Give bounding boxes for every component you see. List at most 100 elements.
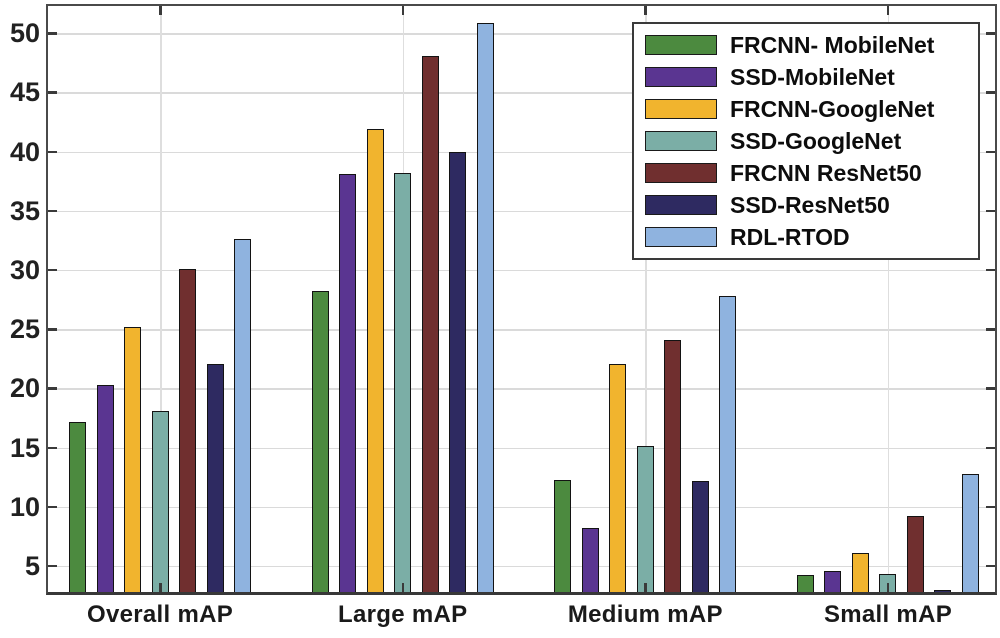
axis-tick-right-25: [986, 328, 995, 331]
gridline-horizontal-45: [48, 92, 995, 94]
gridline-horizontal-40: [48, 151, 995, 154]
bar: [934, 589, 952, 592]
legend-swatch: [645, 163, 717, 183]
axis-tick-left-45: [48, 91, 57, 94]
axis-tick-bottom-2: [401, 583, 405, 592]
axis-tick-right-30: [986, 268, 995, 272]
gridline-horizontal-50: [48, 33, 995, 35]
axis-tick-right-45: [986, 91, 995, 94]
legend-label: RDL-RTOD: [730, 223, 850, 250]
legend-swatch: [645, 99, 717, 119]
bar: [366, 129, 384, 592]
legend-item: FRCNN-GoogleNet: [645, 96, 972, 123]
axis-tick-right-15: [986, 446, 995, 450]
legend-item: SSD-ResNet50: [645, 192, 972, 219]
y-tick-label-50: 50: [9, 18, 40, 49]
axis-tick-right-40: [986, 150, 995, 154]
y-tick-label-40: 40: [9, 136, 40, 167]
y-tick-label-45: 45: [9, 77, 40, 108]
axis-tick-right-50: [986, 32, 995, 35]
axis-tick-right-20: [986, 387, 995, 390]
legend-swatch: [645, 67, 717, 87]
bar: [339, 174, 357, 592]
plot-area: FRCNN- MobileNet SSD-MobileNet FRCNN-Googl…: [46, 4, 997, 595]
bar: [961, 473, 979, 592]
axis-tick-bottom-1: [159, 583, 162, 592]
bar: [234, 239, 252, 592]
gridline-horizontal-5: [48, 565, 995, 568]
gridline-horizontal-20: [48, 388, 995, 390]
legend-label: FRCNN ResNet50: [730, 159, 922, 186]
axis-tick-top-3: [644, 6, 647, 15]
legend: FRCNN- MobileNet SSD-MobileNet FRCNN-Googl…: [632, 22, 980, 260]
gridline-vertical-4: [887, 6, 890, 592]
axis-tick-left-50: [48, 32, 57, 35]
bar: [69, 421, 87, 592]
bar-group-large-map: [311, 22, 494, 592]
bar: [476, 22, 494, 592]
bar-group-medium-map: [554, 296, 737, 592]
bar: [719, 296, 737, 592]
bar: [179, 268, 197, 592]
bar: [96, 384, 114, 592]
legend-swatch: [645, 227, 717, 247]
gridline-horizontal-25: [48, 329, 995, 331]
y-tick-label-20: 20: [9, 373, 40, 404]
bar: [311, 291, 329, 592]
legend-label: FRCNN-GoogleNet: [730, 95, 935, 122]
bar-group-small-map: [796, 473, 979, 592]
legend-item: RDL-RTOD: [645, 224, 972, 251]
bar: [609, 363, 627, 592]
gridline-horizontal-10: [48, 506, 995, 509]
bar: [636, 446, 654, 592]
x-category-label: Small mAP: [823, 601, 953, 628]
axis-tick-bottom-3: [644, 583, 647, 592]
gridline-horizontal-30: [48, 269, 995, 272]
legend-swatch: [645, 131, 717, 151]
legend-swatch: [645, 195, 717, 215]
y-tick-label-15: 15: [9, 432, 40, 463]
axis-tick-right-5: [986, 564, 995, 568]
axis-tick-left-30: [48, 268, 57, 272]
y-tick-label-25: 25: [9, 314, 40, 345]
legend-label: SSD-GoogleNet: [730, 127, 902, 154]
axis-tick-left-25: [48, 328, 57, 331]
axis-tick-top-1: [159, 6, 162, 15]
gridline-vertical-1: [160, 6, 162, 592]
bar: [449, 151, 467, 592]
legend-swatch: [645, 35, 717, 55]
bar: [906, 516, 924, 592]
axis-tick-left-15: [48, 446, 57, 450]
legend-item: SSD-MobileNet: [645, 64, 972, 91]
axis-tick-right-35: [986, 209, 995, 213]
axis-tick-right-10: [986, 505, 995, 509]
axis-tick-bottom-4: [886, 583, 890, 592]
x-category-label: Overall mAP: [86, 601, 234, 628]
bar: [151, 410, 169, 592]
bar: [824, 570, 842, 592]
bar: [796, 575, 814, 592]
axis-tick-left-5: [48, 564, 57, 568]
y-tick-label-10: 10: [9, 491, 40, 522]
bar: [664, 339, 682, 592]
legend-item: FRCNN- MobileNet: [645, 32, 972, 59]
legend-label: SSD-MobileNet: [730, 63, 895, 90]
bar: [581, 528, 599, 592]
bar: [851, 552, 869, 592]
axis-tick-left-20: [48, 387, 57, 390]
legend-label: FRCNN- MobileNet: [730, 31, 935, 58]
legend-label: SSD-ResNet50: [730, 191, 890, 218]
axis-tick-left-40: [48, 150, 57, 154]
bar-group-overall-map: [69, 239, 252, 592]
bar: [206, 363, 224, 592]
axis-tick-top-4: [886, 6, 890, 15]
legend-item: FRCNN ResNet50: [645, 160, 972, 187]
bar: [124, 326, 142, 592]
x-category-label: Medium mAP: [567, 601, 723, 628]
axis-tick-left-35: [48, 209, 57, 213]
bar: [394, 172, 412, 592]
bar: [554, 479, 572, 592]
y-tick-label-35: 35: [9, 195, 40, 226]
y-tick-label-30: 30: [9, 254, 40, 285]
